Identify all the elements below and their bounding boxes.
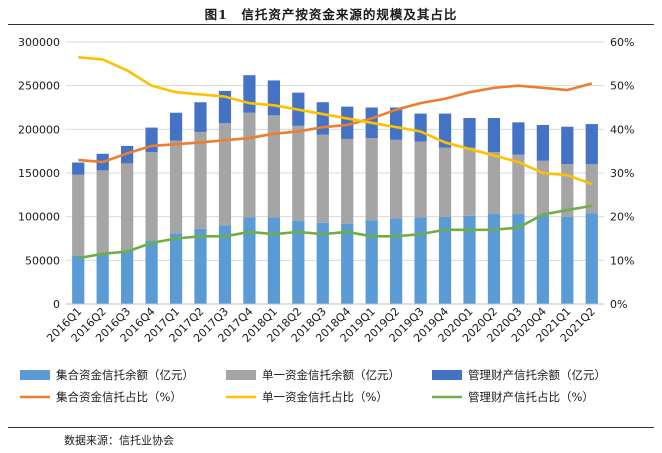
legend-label: 管理财产信托余额（亿元）	[468, 368, 606, 382]
managed-share-line	[77, 204, 593, 260]
left-tick-label: 200000	[18, 123, 60, 136]
bar-collective-2018Q2	[292, 221, 305, 304]
bar-managed-2021Q1	[561, 126, 574, 165]
bar-single-2016Q2	[96, 170, 109, 255]
right-tick-label: 20%	[610, 211, 634, 224]
bar-single-2018Q1	[267, 115, 280, 218]
bar-collective-2016Q3	[121, 250, 134, 304]
bar-managed-2018Q4	[341, 106, 354, 139]
left-tick-label: 100000	[18, 211, 60, 224]
bar-managed-2017Q4	[243, 75, 256, 113]
bar-single-2016Q3	[121, 163, 134, 251]
bar-collective-2017Q1	[169, 233, 183, 304]
bar-collective-2018Q4	[341, 223, 354, 304]
bar-single-2021Q2	[585, 164, 598, 214]
figure-title: 图1 信托资产按资金来源的规模及其占比	[204, 7, 458, 22]
line-series	[77, 55, 593, 260]
bottom-rule	[8, 427, 654, 428]
bar-single-2017Q4	[243, 112, 256, 218]
bar-managed-2019Q2	[390, 107, 403, 140]
bar-managed-2019Q4	[438, 113, 452, 148]
bar-single-2016Q4	[145, 152, 158, 241]
bar-collective-2019Q4	[438, 216, 452, 304]
right-tick-label: 50%	[610, 80, 634, 93]
bar-collective-2017Q2	[194, 228, 207, 304]
bar-collective-2019Q1	[365, 220, 378, 304]
legend-label: 管理财产信托占比（%）	[468, 390, 594, 404]
legend-swatch-managed	[432, 370, 462, 380]
bar-series	[72, 75, 598, 304]
bar-single-2020Q2	[487, 152, 501, 215]
bar-managed-2019Q3	[414, 113, 427, 142]
bar-collective-2019Q2	[390, 218, 403, 304]
bar-managed-2018Q1	[267, 80, 280, 116]
left-axis-tick-labels: 0 50000 100000 150000 200000 250000 300000	[18, 36, 60, 311]
bar-single-2020Q3	[512, 154, 525, 215]
bar-single-2019Q1	[365, 138, 378, 221]
right-tick-label: 60%	[610, 36, 634, 49]
bar-collective-2020Q2	[487, 214, 501, 304]
bar-single-2018Q3	[316, 134, 329, 223]
bar-collective-2020Q4	[536, 214, 549, 304]
legend-swatch-collective	[20, 370, 50, 380]
bar-single-2020Q4	[536, 160, 549, 215]
bar-single-2018Q2	[292, 125, 305, 222]
left-tick-label: 50000	[25, 254, 60, 267]
bar-managed-2017Q2	[194, 102, 207, 132]
bar-single-2017Q3	[218, 123, 232, 226]
bar-collective-2018Q1	[267, 217, 280, 304]
bar-single-2017Q2	[194, 131, 207, 229]
bar-managed-2017Q1	[169, 112, 183, 141]
category-tick-labels: 2016Q12016Q22016Q32016Q42017Q12017Q22017…	[44, 305, 598, 345]
bar-managed-2020Q1	[463, 117, 476, 148]
left-tick-label: 0	[53, 298, 60, 311]
bar-collective-2021Q2	[585, 213, 598, 304]
bar-managed-2018Q3	[316, 102, 329, 135]
bar-collective-2016Q2	[96, 254, 109, 304]
bar-managed-2020Q3	[512, 122, 525, 155]
chart: 0 50000 100000 150000 200000 250000 300000 0% 1…	[18, 36, 634, 404]
top-rule	[8, 24, 654, 25]
legend-label: 集合资金信托占比（%）	[56, 390, 182, 404]
bar-collective-2020Q1	[463, 215, 476, 304]
bar-collective-2016Q1	[72, 255, 85, 304]
right-tick-label: 40%	[610, 123, 634, 136]
source-note: 数据来源：信托业协会	[64, 434, 174, 447]
collective-share-line	[78, 82, 593, 164]
bar-single-2020Q1	[463, 147, 476, 216]
bar-managed-2020Q4	[536, 124, 549, 161]
bar-single-2017Q1	[169, 140, 183, 234]
legend-swatch-single	[226, 370, 256, 380]
right-tick-label: 0%	[610, 298, 627, 311]
bar-single-2019Q3	[414, 141, 427, 218]
left-tick-label: 300000	[18, 36, 60, 49]
right-tick-label: 10%	[610, 254, 634, 267]
legend-label: 集合资金信托余额（亿元）	[56, 368, 194, 382]
legend-label: 单一资金信托占比（%）	[262, 390, 388, 404]
bar-collective-2020Q3	[512, 214, 525, 304]
bar-single-2019Q2	[390, 139, 403, 219]
bar-managed-2017Q3	[218, 90, 232, 124]
right-axis-tick-labels: 0% 10% 20% 30% 40% 50% 60%	[610, 36, 634, 311]
bar-collective-2019Q3	[414, 217, 427, 304]
bar-managed-2016Q1	[72, 162, 85, 175]
bar-single-2016Q1	[72, 174, 85, 256]
bar-managed-2021Q2	[585, 124, 598, 165]
bar-single-2018Q4	[341, 138, 354, 224]
bar-collective-2016Q4	[145, 240, 158, 304]
right-tick-label: 30%	[610, 167, 634, 180]
legend: 集合资金信托余额（亿元） 单一资金信托余额（亿元） 管理财产信托余额（亿元） 集合资金…	[20, 368, 606, 404]
bar-managed-2020Q2	[487, 117, 501, 153]
bar-collective-2018Q3	[316, 222, 329, 304]
single-share-line	[78, 55, 593, 186]
bar-collective-2017Q3	[218, 225, 232, 304]
bar-collective-2021Q1	[561, 216, 574, 304]
bar-collective-2017Q4	[243, 217, 256, 304]
legend-label: 单一资金信托余额（亿元）	[262, 368, 400, 382]
bar-single-2019Q4	[438, 147, 452, 217]
left-tick-label: 250000	[18, 80, 60, 93]
left-tick-label: 150000	[18, 167, 60, 180]
